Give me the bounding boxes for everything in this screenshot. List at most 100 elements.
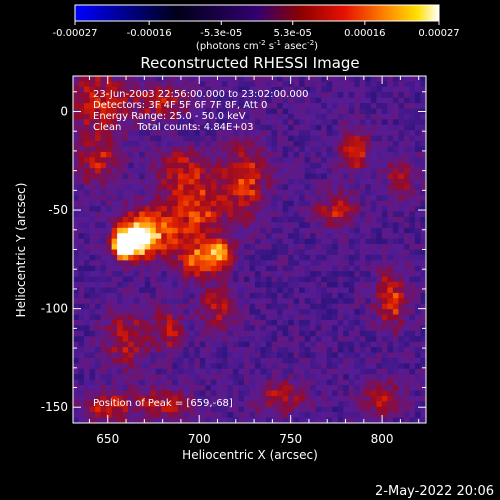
heatmap-cell — [348, 352, 355, 359]
heatmap-cell — [166, 86, 173, 93]
heatmap-cell — [249, 309, 256, 315]
heatmap-cell — [243, 151, 250, 158]
heatmap-cell — [348, 298, 355, 305]
heatmap-cell — [414, 271, 421, 278]
heatmap-cell — [133, 233, 140, 240]
heatmap-cell — [260, 412, 267, 418]
heatmap-cell — [205, 303, 212, 310]
heatmap-cell — [155, 81, 162, 88]
heatmap-cell — [326, 189, 333, 196]
heatmap-cell — [177, 227, 184, 234]
heatmap-cell — [194, 200, 201, 207]
heatmap-cell — [216, 244, 223, 250]
heatmap-cell — [172, 222, 179, 229]
heatmap-cell — [238, 406, 245, 413]
heatmap-cell — [100, 385, 107, 391]
heatmap-cell — [420, 271, 426, 278]
heatmap-cell — [144, 227, 151, 234]
heatmap-cell — [199, 363, 206, 370]
heatmap-cell — [238, 168, 245, 174]
heatmap-cell — [348, 292, 355, 299]
heatmap-cell — [155, 97, 162, 104]
heatmap-cell — [359, 303, 366, 310]
heatmap-cell — [232, 385, 239, 391]
heatmap-cell — [150, 151, 157, 158]
heatmap-cell — [221, 406, 228, 413]
heatmap-cell — [100, 184, 107, 191]
heatmap-cell — [172, 135, 179, 142]
heatmap-cell — [227, 303, 234, 310]
heatmap-cell — [183, 211, 190, 218]
heatmap-cell — [128, 412, 135, 418]
heatmap-cell — [144, 406, 151, 413]
heatmap-cell — [315, 282, 322, 288]
heatmap-cell — [150, 103, 157, 109]
heatmap-cell — [310, 249, 317, 256]
heatmap-cell — [84, 103, 90, 109]
heatmap-cell — [150, 124, 157, 131]
heatmap-cell — [304, 222, 311, 229]
heatmap-cell — [128, 357, 135, 364]
heatmap-cell — [277, 325, 283, 332]
heatmap-cell — [332, 108, 339, 115]
heatmap-cell — [277, 412, 283, 418]
heatmap-cell — [205, 363, 212, 370]
heatmap-cell — [277, 319, 283, 326]
heatmap-cell — [337, 385, 344, 391]
heatmap-cell — [144, 368, 151, 375]
heatmap-cell — [194, 179, 201, 185]
heatmap-cell — [172, 314, 179, 321]
heatmap-cell — [332, 92, 339, 99]
heatmap-cell — [161, 86, 168, 93]
heatmap-cell — [376, 119, 383, 126]
heatmap-cell — [403, 124, 410, 131]
heatmap-cell — [106, 341, 113, 348]
heatmap-cell — [348, 336, 355, 343]
heatmap-cell — [387, 103, 394, 109]
heatmap-cell — [332, 417, 339, 423]
heatmap-cell — [78, 103, 85, 109]
heatmap-cell — [111, 336, 118, 343]
heatmap-cell — [232, 271, 239, 278]
heatmap-cell — [161, 206, 168, 212]
heatmap-cell — [243, 135, 250, 142]
heatmap-cell — [216, 130, 223, 137]
heatmap-cell — [321, 92, 328, 99]
heatmap-cell — [221, 395, 228, 402]
heatmap-cell — [326, 141, 333, 147]
heatmap-cell — [359, 276, 366, 283]
heatmap-cell — [133, 222, 140, 229]
heatmap-cell — [133, 287, 140, 294]
heatmap-cell — [205, 330, 212, 337]
heatmap-cell — [238, 336, 245, 343]
heatmap-cell — [188, 92, 195, 99]
heatmap-cell — [117, 108, 124, 115]
heatmap-cell — [299, 330, 306, 337]
heatmap-cell — [282, 97, 289, 104]
heatmap-cell — [249, 157, 256, 164]
heatmap-cell — [337, 130, 344, 137]
heatmap-cell — [155, 238, 162, 245]
heatmap-cell — [100, 265, 107, 272]
heatmap-cell — [106, 173, 113, 180]
heatmap-cell — [161, 97, 168, 104]
heatmap-cell — [122, 303, 129, 310]
heatmap-cell — [106, 108, 113, 115]
heatmap-cell — [255, 368, 261, 375]
y-tick-label: 0 — [60, 104, 68, 118]
heatmap-cell — [155, 206, 162, 212]
heatmap-cell — [299, 238, 306, 245]
heatmap-cell — [106, 374, 113, 381]
heatmap-cell — [354, 314, 361, 321]
heatmap-cell — [155, 276, 162, 283]
heatmap-cell — [376, 347, 383, 353]
heatmap-cell — [73, 276, 79, 283]
heatmap-cell — [122, 124, 129, 131]
heatmap-cell — [232, 282, 239, 288]
heatmap-cell — [255, 347, 261, 353]
heatmap-cell — [122, 216, 129, 223]
heatmap-cell — [243, 336, 250, 343]
heatmap-cell — [150, 412, 157, 418]
heatmap-cell — [332, 357, 339, 364]
heatmap-cell — [370, 108, 377, 115]
